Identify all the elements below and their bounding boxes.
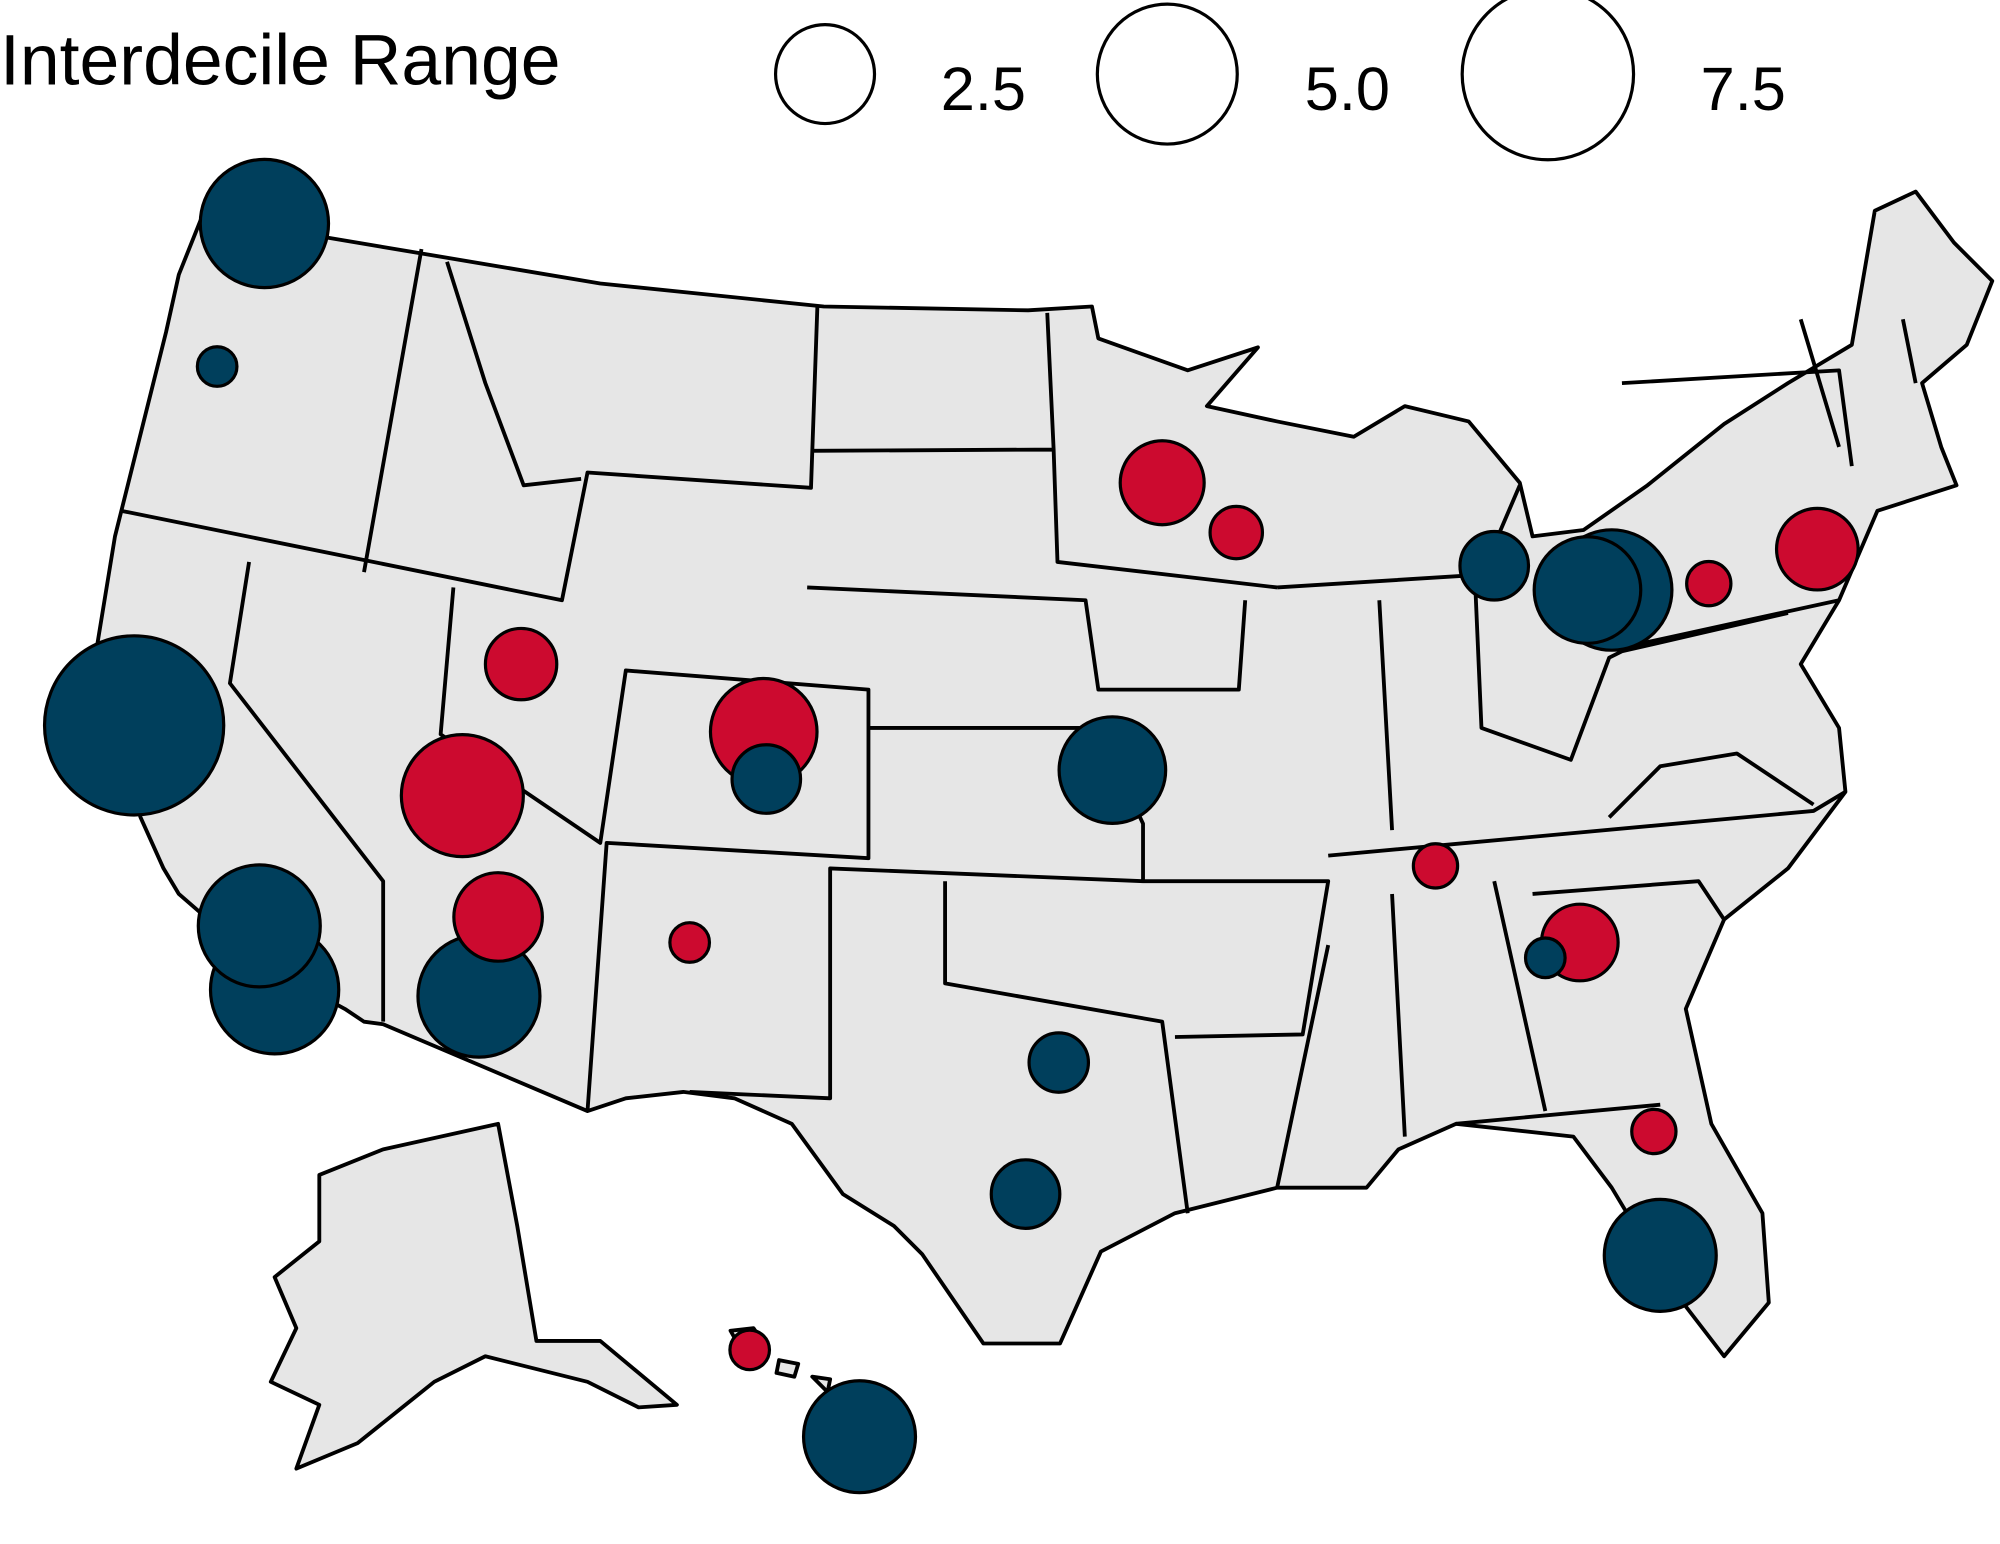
bubble (1523, 936, 1567, 980)
alaska (268, 1121, 679, 1471)
legend-circle (773, 23, 877, 126)
legend-label: 7.5 (1701, 55, 1786, 123)
bubble (1027, 1031, 1091, 1094)
bubble (1118, 439, 1206, 527)
bubble (42, 634, 226, 817)
bubble (801, 1379, 918, 1495)
bubble (196, 863, 322, 989)
bubble (1602, 1197, 1718, 1313)
bubble (728, 1328, 772, 1372)
bubble (989, 1158, 1062, 1230)
bubble (198, 157, 331, 290)
basemap (90, 189, 1995, 1471)
legend-label: 2.5 (941, 55, 1026, 123)
bubble (1532, 535, 1643, 645)
bubble (399, 733, 525, 859)
contiguous-us (90, 189, 1995, 1359)
bubble (483, 626, 559, 702)
bubble (452, 871, 544, 963)
bubble (1057, 715, 1168, 825)
bubble (668, 921, 712, 964)
legend-title: Interdecile Range (0, 20, 560, 100)
bubble (1411, 842, 1460, 890)
legend-circle (1460, 0, 1636, 162)
bubble (1685, 559, 1733, 608)
bubble (1208, 504, 1265, 561)
bubble (1774, 506, 1860, 592)
legend-label: 5.0 (1305, 55, 1390, 123)
bubble (1630, 1107, 1678, 1156)
bubble (730, 743, 803, 815)
bubble (1458, 529, 1531, 602)
legend-circle (1095, 2, 1239, 146)
bubble (195, 345, 239, 388)
